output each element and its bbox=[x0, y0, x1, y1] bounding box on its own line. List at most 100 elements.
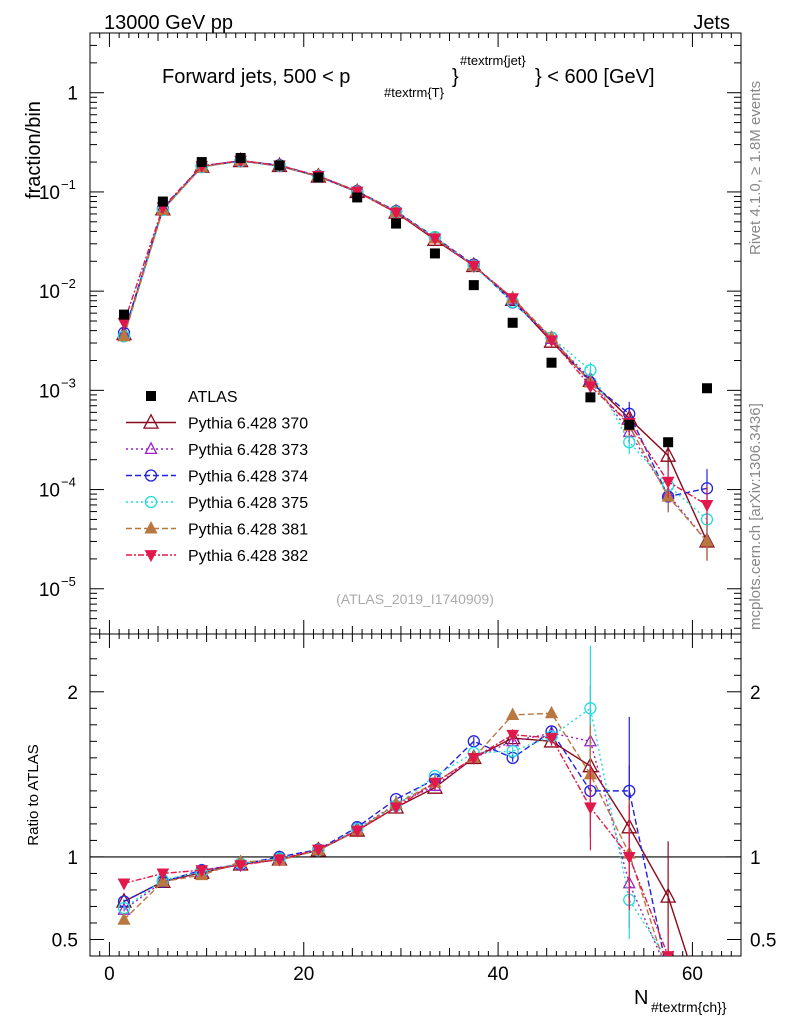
series-6-ratio-point bbox=[312, 844, 325, 857]
data-point bbox=[585, 392, 596, 403]
data-point bbox=[235, 152, 246, 163]
series-6-point bbox=[584, 381, 597, 394]
data-point bbox=[507, 317, 518, 328]
x-tick-label: 60 bbox=[682, 964, 703, 985]
y-tick-exponent: −2 bbox=[61, 276, 76, 291]
series-4-ratio-line bbox=[123, 707, 666, 956]
y-tick-exponent: −1 bbox=[61, 177, 76, 192]
legend-label: Pythia 6.428 375 bbox=[188, 495, 308, 512]
legend-marker bbox=[146, 391, 156, 401]
x-axis-label-main: N bbox=[634, 987, 648, 1009]
series-6-point bbox=[700, 500, 714, 513]
data-point bbox=[352, 192, 363, 203]
series-1-ratio-point bbox=[660, 887, 677, 903]
data-point bbox=[313, 172, 324, 183]
data-point bbox=[119, 309, 130, 320]
data-point bbox=[391, 218, 402, 229]
series-6-ratio-point bbox=[428, 777, 442, 790]
ratio-plot-axes: 0 20 40 60 0.5 0.5 1 1 2 2 bbox=[52, 633, 776, 985]
data-point bbox=[196, 157, 207, 168]
legend-label: Pythia 6.428 382 bbox=[188, 548, 308, 565]
series-5-line bbox=[123, 159, 708, 542]
series-6-ratio-point bbox=[506, 729, 519, 742]
legend-entry: Pythia 6.428 382 bbox=[126, 548, 308, 565]
watermark: (ATLAS_2019_I1740909) bbox=[336, 591, 494, 607]
series-6-point bbox=[506, 293, 519, 306]
title-main: Forward jets, 500 < p bbox=[162, 66, 350, 88]
energy-label: 13000 GeV pp bbox=[104, 12, 233, 34]
series-6-point bbox=[661, 476, 675, 489]
legend-marker bbox=[144, 495, 158, 509]
y-tick-mantissa: 10 bbox=[39, 481, 60, 502]
category-label: Jets bbox=[693, 12, 730, 34]
series-6-ratio-point bbox=[234, 860, 247, 873]
title-superscript: #textrm{jet} bbox=[460, 53, 526, 68]
main-series-group bbox=[115, 151, 716, 561]
series-5-ratio-point bbox=[156, 874, 170, 887]
legend-label: Pythia 6.428 370 bbox=[188, 416, 308, 433]
data-point bbox=[274, 160, 285, 171]
series-6-ratio-point bbox=[545, 733, 558, 746]
y-tick-mantissa: 10 bbox=[39, 381, 60, 402]
legend-entry: Pythia 6.428 375 bbox=[126, 495, 308, 512]
series-6-ratio-line bbox=[123, 734, 669, 956]
ratio-tick-label: 0.5 bbox=[52, 930, 78, 951]
series-1-point bbox=[660, 446, 677, 462]
y-tick-label: 10 −2 bbox=[39, 276, 76, 303]
series-5-point bbox=[117, 328, 131, 342]
chart-title: Forward jets, 500 < p #textrm{T} } #text… bbox=[162, 53, 655, 100]
series-6-ratio-point bbox=[195, 865, 209, 878]
ratio-tick-label: 1 bbox=[67, 848, 78, 869]
series-5-ratio-line bbox=[123, 712, 663, 956]
series-2-ratio-point bbox=[663, 966, 674, 976]
ratio-frame bbox=[89, 633, 742, 957]
y-tick-exponent: −5 bbox=[61, 574, 76, 589]
legend-label: Pythia 6.428 373 bbox=[188, 442, 308, 459]
legend-entry: ATLAS bbox=[146, 389, 238, 406]
x-axis-title: N #textrm{ch}} bbox=[634, 987, 727, 1015]
series-6-ratio-point bbox=[584, 802, 597, 815]
ratio-tick-label-right: 2 bbox=[750, 683, 761, 704]
mcplots-label: mcplots.cern.ch [arXiv:1306.3436] bbox=[747, 403, 764, 630]
series-4-ratio-point bbox=[584, 702, 597, 715]
y-tick-label: 10 −5 bbox=[39, 574, 76, 601]
ratio-tick-label: 2 bbox=[67, 683, 78, 704]
x-axis-label-subscript: #textrm{ch}} bbox=[651, 999, 727, 1015]
y-tick-mantissa: 10 bbox=[39, 580, 60, 601]
ratio-tick-label-right: 0.5 bbox=[750, 930, 776, 951]
legend-marker bbox=[144, 521, 158, 534]
series-6-ratio-point bbox=[467, 752, 481, 765]
title-end: } < 600 [GeV] bbox=[535, 66, 655, 88]
series-6-ratio-point bbox=[389, 802, 403, 815]
series-5-point bbox=[700, 533, 714, 547]
series-4-ratio-point bbox=[506, 745, 519, 758]
y-tick-exponent: −4 bbox=[61, 475, 76, 490]
data-point bbox=[429, 248, 440, 259]
series-6-point bbox=[467, 260, 481, 273]
series-6-ratio-point bbox=[117, 878, 131, 891]
y-tick-mantissa: 10 bbox=[39, 183, 60, 204]
series-2-ratio-line bbox=[123, 732, 662, 956]
main-plot-axes: 10 −510 −410 −310 −210 −11 bbox=[39, 32, 742, 956]
y-tick-label: 10 −1 bbox=[39, 177, 76, 204]
series-3-ratio-point bbox=[623, 784, 636, 798]
legend-marker bbox=[144, 469, 158, 482]
series-5-ratio-point bbox=[544, 705, 559, 719]
y-tick-mantissa: 1 bbox=[67, 84, 78, 105]
x-tick-label: 20 bbox=[293, 964, 314, 985]
x-tick-label: 40 bbox=[488, 964, 509, 985]
x-tick-label: 0 bbox=[104, 964, 115, 985]
y-axis-label: fraction/bin bbox=[23, 101, 45, 199]
series-6-ratio-point bbox=[350, 825, 364, 838]
data-point bbox=[157, 196, 168, 207]
series-4-ratio-point bbox=[664, 954, 672, 956]
series-6-point bbox=[389, 207, 403, 220]
legend-entry: Pythia 6.428 381 bbox=[126, 521, 308, 539]
data-point bbox=[546, 357, 557, 368]
series-4-line bbox=[123, 160, 708, 520]
data-point bbox=[624, 419, 635, 430]
series-5-ratio-point bbox=[117, 912, 131, 925]
legend-entry: Pythia 6.428 374 bbox=[126, 469, 308, 486]
legend-entry: Pythia 6.428 373 bbox=[126, 441, 308, 459]
y-tick-label: 10 −4 bbox=[39, 475, 76, 502]
